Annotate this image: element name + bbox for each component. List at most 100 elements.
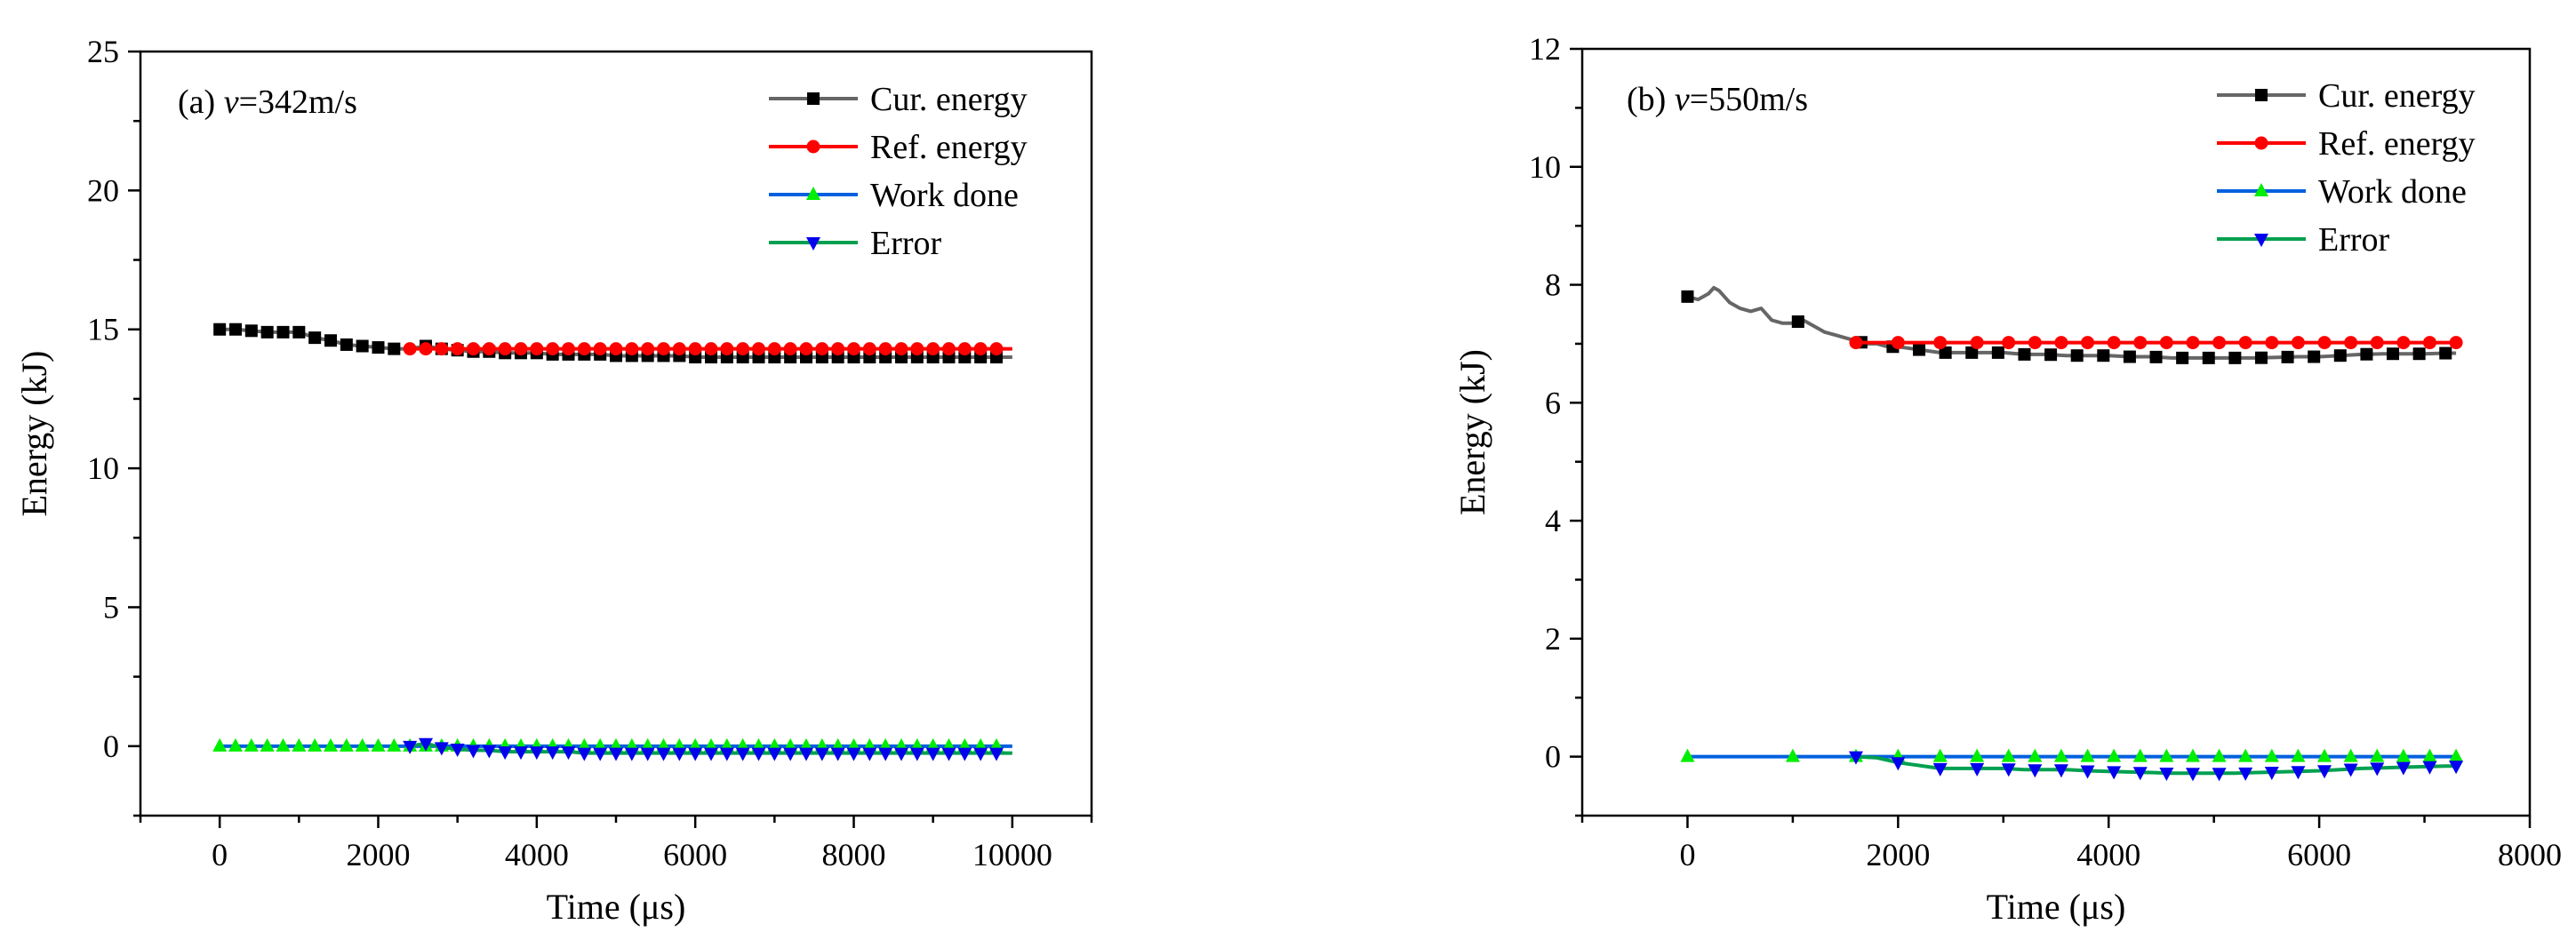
y-tick-label: 4 <box>1545 503 1561 538</box>
data-point <box>228 737 243 752</box>
data-point <box>260 325 274 339</box>
y-tick-label: 10 <box>87 450 119 486</box>
x-tick-label: 4000 <box>2076 837 2140 872</box>
data-point <box>657 342 670 356</box>
data-point <box>2291 766 2306 780</box>
data-point <box>2132 748 2148 762</box>
data-point <box>260 737 275 752</box>
data-point <box>2185 768 2200 782</box>
data-point <box>514 342 528 356</box>
data-point <box>2001 748 2016 762</box>
data-point <box>324 334 337 347</box>
data-point <box>2107 336 2121 350</box>
data-point <box>371 737 386 752</box>
chart-panel-a: 0 2000 4000 6000 8000 10000 0 5 10 15 20 25 Time (μs… <box>14 34 1093 927</box>
data-point <box>2412 347 2426 361</box>
data-point <box>1680 748 1695 762</box>
legend-entry: Cur. energy <box>2217 77 2476 115</box>
data-point <box>815 342 829 356</box>
data-point <box>847 342 860 356</box>
data-point <box>324 737 338 752</box>
data-point <box>2002 336 2016 350</box>
data-point <box>736 342 750 356</box>
data-point <box>2159 768 2174 782</box>
data-point <box>957 342 972 356</box>
data-point <box>783 747 798 761</box>
data-point <box>2053 748 2068 762</box>
data-point <box>878 342 892 356</box>
data-point <box>403 342 417 356</box>
data-point <box>862 747 877 761</box>
data-point <box>1681 290 1694 303</box>
y-tick-label: 0 <box>1545 739 1561 775</box>
data-point <box>767 747 782 761</box>
data-point <box>641 342 655 356</box>
legend-marker <box>806 187 820 200</box>
legend-label: Error <box>2318 221 2390 259</box>
legend-entry: Ref. energy <box>769 129 1028 166</box>
series-error <box>1848 751 2464 782</box>
data-point <box>530 342 544 356</box>
y-axis-label: Energy (kJ) <box>1452 349 1492 515</box>
data-point <box>1849 336 1863 350</box>
data-point <box>2212 768 2227 782</box>
data-point <box>2053 764 2068 778</box>
data-point <box>2265 336 2279 350</box>
chart-title-prefix: (b) <box>1627 81 1675 118</box>
data-point <box>2238 767 2253 781</box>
data-point <box>831 342 845 356</box>
chart-title-var: v <box>1675 81 1690 118</box>
data-point <box>2202 351 2215 364</box>
y-axis-label: Energy (kJ) <box>14 351 54 517</box>
data-point <box>2291 748 2306 762</box>
data-point <box>1891 757 1906 771</box>
data-point <box>2422 761 2437 775</box>
data-point <box>2317 765 2332 779</box>
data-point <box>688 342 702 356</box>
data-point <box>419 737 433 752</box>
data-point <box>546 342 560 356</box>
data-point <box>498 746 513 761</box>
data-point <box>213 323 227 336</box>
y-tick-label: 8 <box>1545 267 1561 303</box>
data-point <box>2422 336 2436 350</box>
data-point <box>752 342 765 356</box>
data-point <box>482 745 497 759</box>
data-point <box>1791 315 1804 329</box>
data-point <box>2317 336 2332 350</box>
y-tick-label: 2 <box>1545 621 1561 657</box>
data-point <box>926 342 940 356</box>
data-point <box>989 747 1004 761</box>
y-tick-label: 10 <box>1529 149 1561 185</box>
data-point <box>2291 336 2305 350</box>
y-tick-label: 15 <box>87 312 119 347</box>
data-point <box>545 746 560 761</box>
x-tick-label: 2000 <box>1866 837 1930 872</box>
legend-label: Work done <box>2318 173 2467 211</box>
data-point <box>577 747 592 761</box>
data-point <box>2343 748 2358 762</box>
data-point <box>2081 336 2095 350</box>
data-point <box>372 341 385 355</box>
legend-label: Ref. energy <box>2318 125 2476 163</box>
data-point <box>2422 748 2437 762</box>
data-point <box>2080 765 2095 779</box>
data-point <box>2387 347 2400 361</box>
y-tick-label: 12 <box>1529 31 1561 67</box>
data-point <box>894 342 908 356</box>
data-point <box>276 737 291 752</box>
data-point <box>355 737 370 752</box>
data-point <box>2344 336 2358 350</box>
data-point <box>2281 350 2294 363</box>
data-point <box>435 342 449 356</box>
legend-entry: Cur. energy <box>769 81 1028 118</box>
data-point <box>1970 336 1984 350</box>
data-point <box>2133 336 2148 350</box>
chart-title: (a) v=342m/s <box>178 84 357 121</box>
data-point <box>2070 349 2084 362</box>
chart-title-rest: =550m/s <box>1690 81 1808 118</box>
data-point <box>387 737 402 752</box>
data-point <box>2396 761 2411 776</box>
data-point <box>2264 767 2279 781</box>
